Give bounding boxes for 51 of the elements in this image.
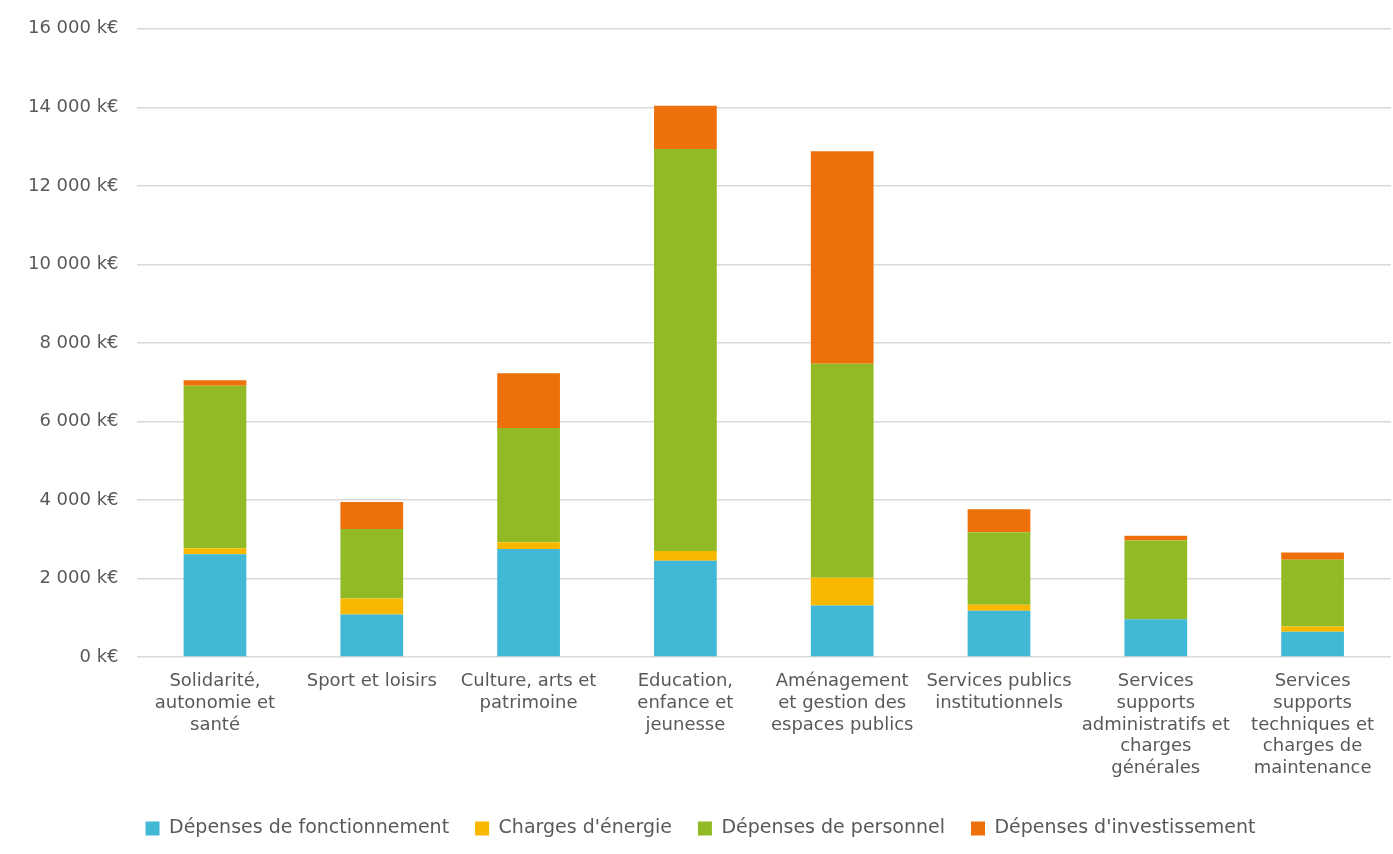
x-tick-label: Services supports administratifs et charges générales — [1081, 669, 1230, 777]
y-tick-label: 14 000 k€ — [27, 95, 119, 116]
bar — [654, 550, 717, 561]
y-tick-label: 0 k€ — [79, 644, 119, 666]
y-tick-label: 12 000 k€ — [27, 173, 119, 195]
bar — [1281, 631, 1344, 657]
bar — [1281, 626, 1344, 632]
y-tick-label: 10 000 k€ — [27, 252, 119, 274]
x-tick-label: Culture, arts et patrimoine — [460, 669, 597, 713]
bar — [1124, 619, 1188, 657]
legend-label: Dépenses de personnel — [721, 815, 945, 838]
x-tick-label: Solidarité, autonomie et santé — [154, 669, 276, 734]
bar — [967, 604, 1031, 611]
bar — [967, 532, 1031, 605]
bar — [340, 614, 404, 657]
bar — [497, 549, 560, 657]
x-tick-label: Aménagement et gestion des espaces publics — [770, 669, 914, 734]
x-tick-label: Services publics institutionnels — [926, 669, 1072, 713]
bar — [1281, 559, 1344, 627]
legend-label: Dépenses d'investissement — [994, 815, 1256, 838]
bar — [183, 385, 247, 549]
bar — [340, 529, 404, 599]
bar — [183, 548, 247, 555]
y-tick-label: 8 000 k€ — [39, 330, 119, 352]
bar — [1281, 552, 1344, 560]
legend-label: Charges d'énergie — [498, 815, 672, 838]
bar — [497, 428, 560, 543]
bar — [810, 577, 874, 606]
bar — [810, 151, 874, 364]
bar — [340, 598, 404, 615]
y-tick-label: 4 000 k€ — [39, 487, 119, 509]
bar — [497, 373, 560, 429]
bar — [183, 554, 247, 657]
bar — [967, 509, 1031, 533]
bar — [183, 380, 247, 386]
x-tick-label: Sport et loisirs — [306, 669, 437, 691]
bar — [810, 605, 874, 657]
x-tick-label: Services supports techniques et charges de maintenance — [1251, 669, 1375, 777]
bar — [340, 501, 404, 529]
x-tick-label: Education, enfance et jeunesse — [637, 669, 734, 734]
y-tick-label: 16 000 k€ — [27, 16, 119, 38]
bar — [810, 363, 874, 578]
bar — [497, 542, 560, 550]
y-tick-label: 6 000 k€ — [39, 409, 119, 431]
bar — [654, 560, 717, 657]
bar — [654, 148, 717, 551]
bar — [967, 610, 1031, 657]
y-tick-label: 2 000 k€ — [39, 566, 119, 588]
legend-label: Dépenses de fonctionnement — [169, 815, 450, 838]
bar — [1124, 540, 1188, 620]
bar — [654, 105, 717, 149]
